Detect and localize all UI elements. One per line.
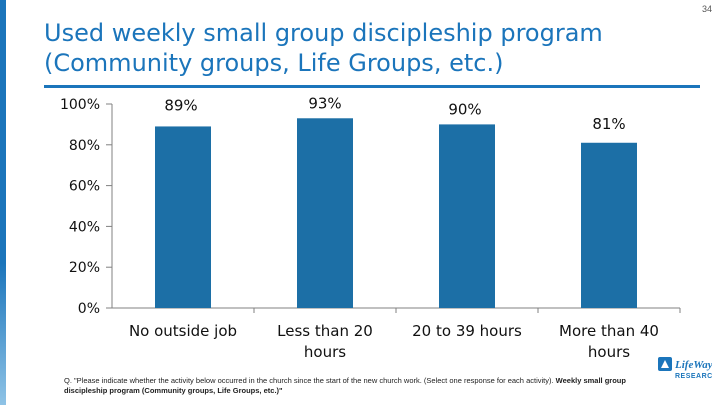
page-number: 34 (701, 4, 712, 14)
y-tick-label: 60% (69, 179, 100, 195)
svg-text:LifeWay: LifeWay (674, 359, 712, 371)
y-tick-label: 20% (69, 260, 100, 276)
category-label: Less than 20 (277, 322, 373, 340)
category-label: 20 to 39 hours (412, 322, 522, 340)
chart-title: Used weekly small group discipleship pro… (44, 18, 684, 78)
data-label: 93% (308, 94, 341, 112)
bar-chart: 0% 20% 40% 60% 80% 100% 89% No outside job 93% Le… (60, 94, 681, 361)
bar (297, 118, 353, 308)
category-label: No outside job (129, 322, 237, 340)
category-label: More than 40 (559, 322, 659, 340)
survey-question-footnote: Q. "Please indicate whether the activity… (64, 376, 644, 396)
footnote-item-text: Weekly small group discipleship program … (64, 376, 626, 395)
bar (155, 126, 211, 308)
y-tick-label: 80% (69, 138, 100, 154)
y-tick-label: 40% (69, 219, 100, 235)
svg-text:RESEARCH: RESEARCH (675, 373, 712, 380)
bar (581, 142, 637, 308)
title-divider (44, 85, 700, 88)
chart-title-line-2: (Community groups, Life Groups, etc.) (44, 49, 504, 77)
footnote-question-text: Q. "Please indicate whether the activity… (64, 376, 556, 385)
left-accent-bar (0, 0, 6, 405)
category-label: hours (588, 343, 630, 361)
category-label: hours (304, 343, 346, 361)
data-label: 89% (164, 96, 197, 114)
data-label: 81% (592, 115, 625, 133)
chart-title-line-1: Used weekly small group discipleship pro… (44, 19, 603, 47)
bar (439, 124, 495, 309)
data-label: 90% (448, 100, 481, 118)
lifeway-research-logo: LifeWay RESEARCH (658, 357, 712, 380)
y-tick-label: 100% (60, 97, 100, 113)
y-tick-label: 0% (78, 301, 100, 317)
